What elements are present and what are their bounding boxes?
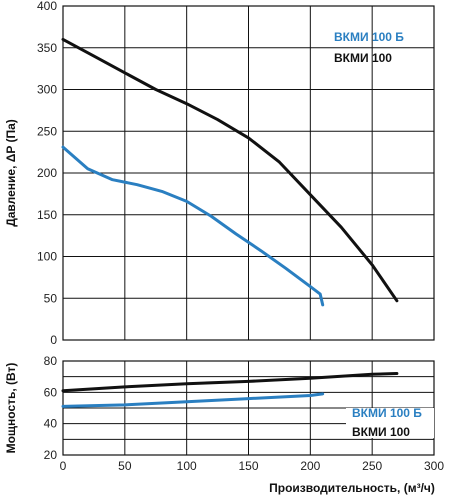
x-tick-label: 250	[362, 459, 382, 473]
y-tick-label: 250	[37, 124, 57, 138]
y-tick-label: 80	[44, 354, 58, 368]
y-tick-label: 100	[37, 250, 57, 264]
y-axis-label: Мощность, (Вт)	[4, 363, 18, 454]
x-tick-label: 150	[238, 459, 258, 473]
y-tick-label: 200	[37, 166, 57, 180]
y-axis-label: Давление, ΔP (Па)	[4, 119, 18, 227]
series-line-2	[61, 37, 399, 303]
chart-panel-2: 20 40 60 80 0 50 100 150 200 250 300 Мощность, (Вт)…	[4, 354, 444, 495]
legend-entry-2: ВКМИ 100	[352, 425, 410, 439]
y-tick-label: 400	[37, 0, 57, 13]
x-tick-label: 100	[177, 459, 197, 473]
x-tick-label: 0	[60, 459, 67, 473]
x-axis-label: Производительность, (м³/ч)	[269, 481, 435, 495]
legend-entry-1: ВКМИ 100 Б	[334, 30, 404, 44]
series-line-2	[61, 372, 399, 393]
y-tick-label: 150	[37, 208, 57, 222]
series-line-1	[61, 145, 325, 307]
y-tick-label: 300	[37, 83, 57, 97]
series-line-1	[61, 392, 325, 408]
plot-frame	[62, 5, 435, 341]
x-tick-label: 50	[118, 459, 132, 473]
y-tick-label: 50	[44, 291, 58, 305]
chart-panel-1: 0 50 100 150 200 250 300 350 400 Давление, ΔP (Па…	[4, 0, 435, 347]
x-tick-label: 300	[424, 459, 444, 473]
x-tick-label: 200	[300, 459, 320, 473]
y-tick-label: 60	[44, 385, 58, 399]
legend-entry-2: ВКМИ 100	[334, 51, 392, 65]
y-tick-label: 0	[50, 333, 57, 347]
legend-background	[346, 408, 434, 438]
legend-entry-1: ВКМИ 100 Б	[352, 406, 422, 420]
y-tick-label: 350	[37, 41, 57, 55]
y-tick-label: 20	[44, 448, 58, 462]
y-tick-label: 40	[44, 417, 58, 431]
